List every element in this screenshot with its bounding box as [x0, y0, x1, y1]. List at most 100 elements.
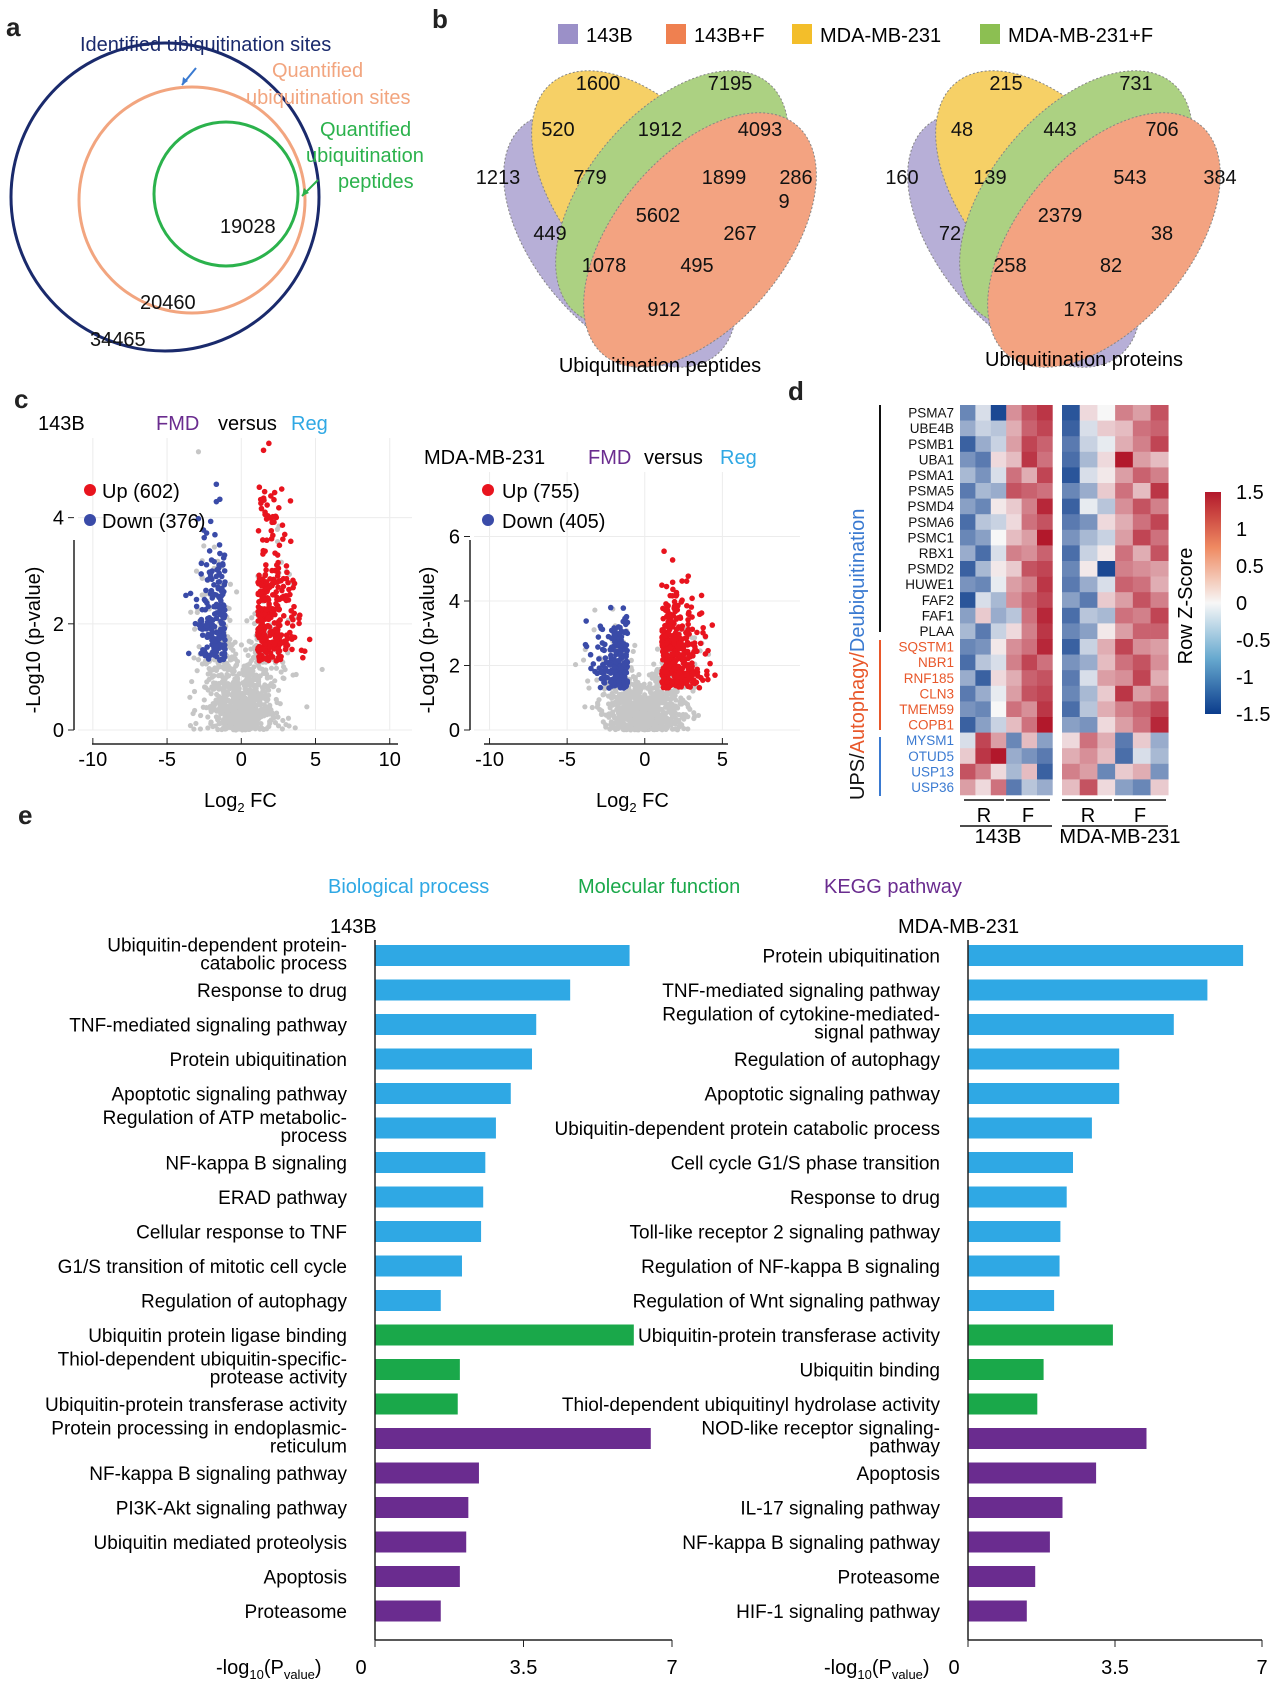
volcano-point-up [662, 662, 669, 669]
heatmap-cell [1132, 654, 1151, 671]
heatmap-cell [1097, 545, 1116, 562]
volcano-left-xlabel: Log2 FC [204, 790, 277, 815]
heatmap-cell [1037, 623, 1053, 640]
heatmap-cell [990, 701, 1007, 718]
volcano-point-ns [193, 720, 199, 727]
heatmap-cells [960, 405, 1169, 796]
legend-label-MDA: MDA-MB-231 [820, 25, 941, 47]
volcano-point-ns [654, 668, 660, 674]
volcano-point-down [616, 657, 622, 664]
x-tick-label: 5 [310, 749, 321, 771]
volcano-point-ns [667, 700, 674, 706]
volcano-right-ticks: -10 -5 0 5 0 2 4 6 [449, 527, 728, 772]
heatmap-cell [1132, 451, 1151, 468]
enrich-bar [968, 1255, 1060, 1277]
volcano-point-ns [630, 690, 636, 697]
heatmap-cell [1037, 451, 1053, 468]
volcano-point-up [275, 565, 282, 572]
heatmap-cell [1097, 561, 1116, 577]
volcano-point-ns [654, 646, 661, 652]
heatmap-cell [1150, 420, 1169, 437]
heatmap-cell [975, 498, 992, 515]
heatmap-cell [1150, 405, 1169, 421]
heatmap-cell [1021, 607, 1038, 624]
panel-label-a: a [6, 12, 21, 42]
legend-swatch-143BF [666, 24, 686, 44]
volcano-point-ns [623, 707, 629, 713]
heatmap-cell [1115, 529, 1134, 546]
volcano-point-down [202, 597, 209, 604]
heatmap-cell [1062, 529, 1081, 546]
volcano-point-up [265, 614, 271, 621]
volcano-point-down [607, 604, 614, 611]
volcano-point-up [262, 648, 268, 654]
volcano-point-down [213, 615, 220, 622]
volcano-point-up [271, 496, 277, 503]
x-tick-label: 10 [379, 749, 401, 771]
venn-pep-pu-g-o: 1078 [582, 255, 627, 277]
legend-up-dot [84, 484, 96, 496]
heatmap-cell [1062, 467, 1081, 484]
volcano-point-down [217, 550, 223, 557]
volcano-point-ns [233, 651, 239, 657]
enrich-term-label: Proteasome [838, 1568, 940, 1589]
volcano-point-down [211, 582, 217, 588]
heatmap-cell [1021, 436, 1038, 453]
volcano-point-up [272, 550, 278, 556]
volcano-point-up [258, 505, 265, 512]
volcano-point-ns [228, 724, 234, 731]
heatmap-cell [975, 779, 992, 796]
side-label-deu: Deubiquitination [847, 509, 869, 652]
enrich-term-label: NF-kappa B signaling [165, 1154, 347, 1175]
heatmap-cell [1021, 654, 1038, 671]
volcano-point-ns [205, 687, 211, 693]
heatmap-cell [990, 420, 1007, 437]
volcano-point-up [669, 579, 676, 586]
volcano-point-ns [227, 617, 233, 623]
volcano-point-ns [611, 725, 617, 731]
volcano-point-up [255, 591, 262, 598]
volcano-point-up [259, 537, 266, 543]
volcano-point-ns [670, 691, 676, 697]
heatmap-cell [1021, 451, 1038, 468]
heatmap-cell [960, 576, 976, 593]
volcano-point-ns [642, 709, 648, 715]
heatmap-cell [990, 685, 1007, 702]
volcano-point-ns [228, 645, 234, 651]
enrich-term-label: Response to drug [197, 981, 347, 1002]
heatmap-cell [960, 514, 976, 531]
heatmap-cell [1062, 779, 1081, 796]
heatmap-cell [1150, 685, 1169, 702]
volcano-left-title-fmd: FMD [156, 413, 199, 435]
volcano-point-down [210, 623, 216, 630]
heatmap-cell [1150, 607, 1169, 624]
volcano-point-up [263, 607, 269, 613]
heatmap-cell [1062, 748, 1081, 765]
legend-kegg-pathway: KEGG pathway [824, 876, 962, 898]
volcano-point-up [670, 586, 676, 593]
heatmap-cell [975, 436, 992, 453]
heatmap-cell [1079, 654, 1098, 671]
heatmap-cell [1132, 483, 1151, 499]
enrich-bar [968, 1152, 1073, 1173]
volcano-point-up [675, 602, 681, 609]
volcano-point-ns [264, 675, 270, 681]
volcano-point-up [671, 665, 677, 672]
volcano-point-down [201, 534, 208, 541]
heatmap-cell [990, 732, 1007, 749]
volcano-right-ylabel: -Log10 (p-value) [417, 567, 439, 714]
volcano-point-ns [625, 723, 632, 730]
heatmap-cell [1079, 514, 1098, 531]
volcano-point-up [263, 537, 270, 544]
volcano-point-ns [243, 718, 249, 724]
volcano-point-down [219, 562, 225, 568]
volcano-point-ns [195, 657, 202, 663]
volcano-point-up [289, 646, 295, 653]
volcano-point-down [218, 620, 225, 627]
heatmap-cell [1115, 498, 1134, 515]
volcano-point-down [607, 679, 614, 685]
volcano-point-down [222, 646, 228, 653]
volcano-point-ns [253, 713, 259, 719]
volcano-point-down [601, 664, 608, 671]
volcano-point-ns [283, 721, 289, 728]
